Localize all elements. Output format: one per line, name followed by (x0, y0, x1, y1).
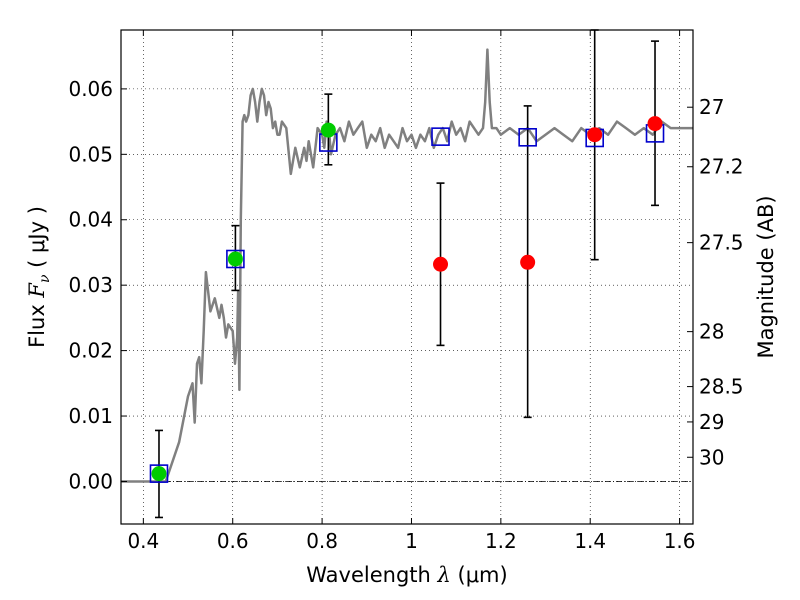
y-tick-label-1: 0.01 (68, 404, 113, 428)
y-axis-ticks: 0.00 0.01 0.02 0.03 0.04 0.05 0.06 (68, 77, 127, 493)
y-tick-label-6: 0.06 (68, 77, 113, 101)
y-axis-label: Flux Fν ( μJy ) (25, 206, 53, 348)
x-tick-label-0: 0.4 (127, 529, 159, 553)
x-tick-label-2: 0.8 (306, 529, 338, 553)
y2-tick-label-5: 29 (699, 410, 724, 434)
y2-tick-label-2: 27.5 (699, 231, 744, 255)
green-point-2 (320, 122, 336, 138)
model-square-4 (518, 128, 537, 147)
y2-tick-label-0: 27 (699, 95, 724, 119)
green-point-0 (151, 466, 167, 482)
y-tick-label-2: 0.02 (68, 339, 113, 363)
y2-axis-ticks: 27 27.2 27.5 28 28.5 29 30 (687, 95, 744, 469)
y2-tick-label-6: 30 (699, 445, 724, 469)
y2-axis-label: Magnitude (AB) (754, 195, 778, 358)
model-square-1 (226, 249, 245, 269)
x-tick-label-6: 1.6 (664, 529, 696, 553)
model-photometry-squares (149, 124, 665, 483)
observed-points (151, 116, 663, 482)
model-spectrum-line (121, 48, 693, 483)
y2-tick-label-3: 28 (699, 320, 724, 344)
plot-background (121, 30, 693, 524)
y-tick-label-3: 0.03 (68, 273, 113, 297)
y-tick-label-5: 0.05 (68, 142, 113, 166)
x-tick-label-1: 0.6 (217, 529, 249, 553)
y2-tick-label-4: 28.5 (699, 375, 744, 399)
model-square-3 (431, 127, 450, 146)
green-point-1 (227, 251, 243, 267)
red-point-3 (647, 116, 663, 132)
x-tick-label-4: 1.2 (485, 529, 517, 553)
model-square-0 (149, 464, 169, 483)
y2-tick-label-1: 27.2 (699, 155, 744, 179)
x-tick-label-5: 1.4 (574, 529, 606, 553)
x-axis-label: Wavelength λ (μm) (306, 563, 507, 587)
model-spectrum (121, 48, 693, 483)
x-axis-ticks: 0.4 0.6 0.8 1 1.2 1.4 1.6 (127, 30, 696, 553)
red-point-0 (433, 256, 449, 272)
y-tick-label-4: 0.04 (68, 208, 113, 232)
y-tick-label-0: 0.00 (68, 469, 113, 493)
plot-frame (120, 29, 694, 525)
x-tick-label-3: 1 (405, 529, 418, 553)
red-point-2 (587, 127, 603, 143)
red-point-1 (520, 254, 536, 270)
